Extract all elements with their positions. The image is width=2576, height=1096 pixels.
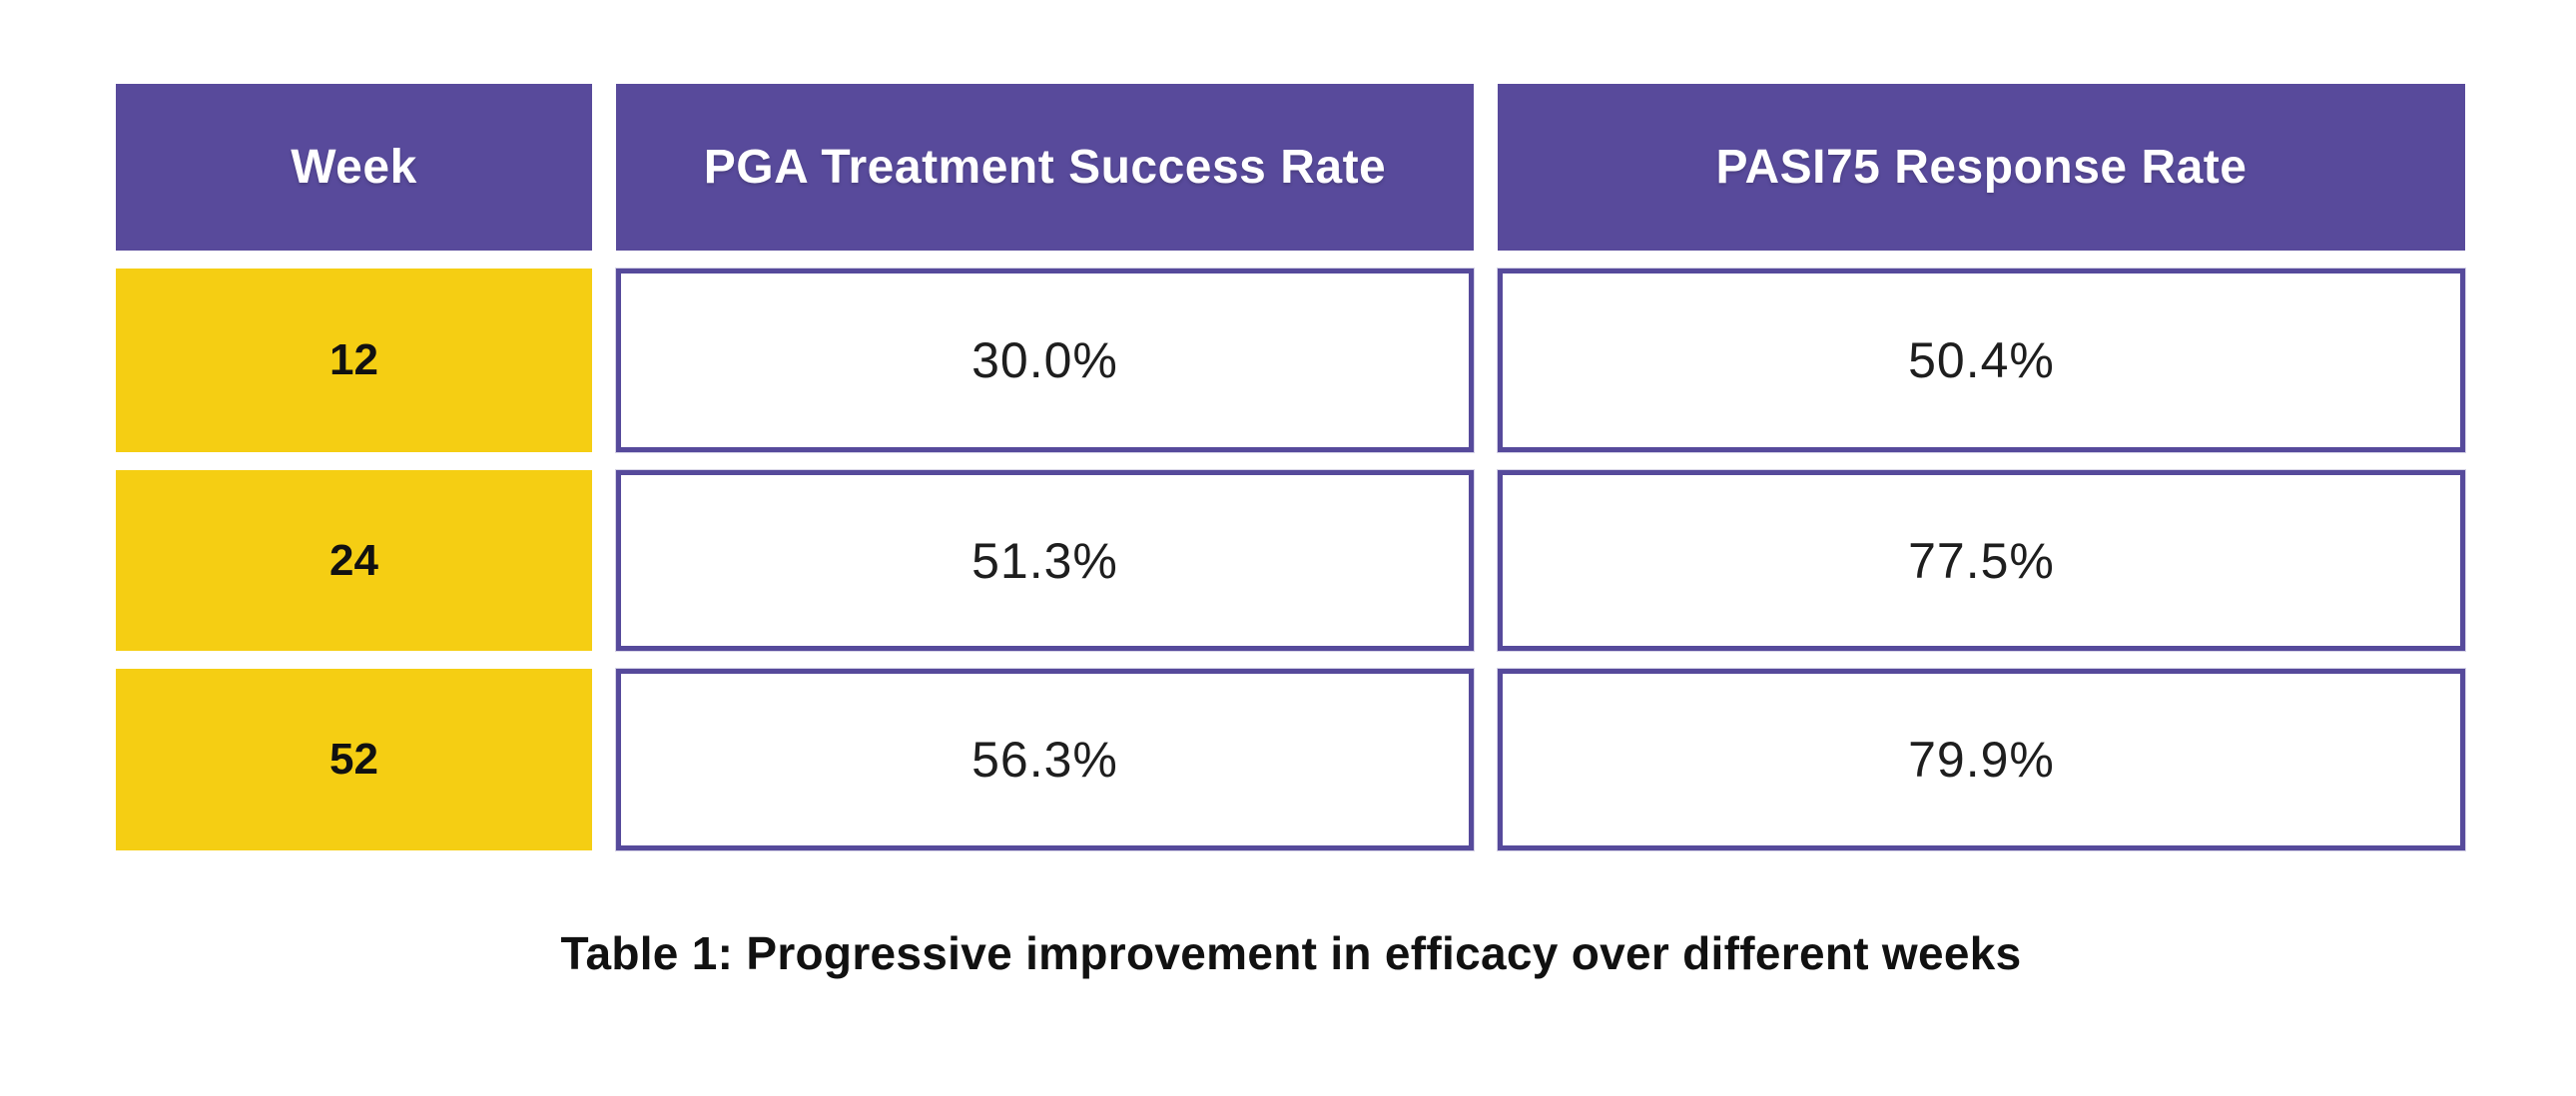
- week-cell: 52: [116, 669, 592, 850]
- week-cell: 12: [116, 269, 592, 452]
- efficacy-table: Week PGA Treatment Success Rate PASI75 R…: [116, 84, 2466, 850]
- header-cell-week: Week: [116, 84, 592, 251]
- pga-value-cell: 51.3%: [616, 470, 1474, 651]
- header-cell-pga-success-rate: PGA Treatment Success Rate: [616, 84, 1474, 251]
- efficacy-table-figure: Week PGA Treatment Success Rate PASI75 R…: [116, 84, 2466, 980]
- header-cell-pasi75-response-rate: PASI75 Response Rate: [1498, 84, 2465, 251]
- pga-value-cell: 56.3%: [616, 669, 1474, 850]
- pasi-value-cell: 77.5%: [1498, 470, 2465, 651]
- pasi-value-cell: 79.9%: [1498, 669, 2465, 850]
- pasi-value-cell: 50.4%: [1498, 269, 2465, 452]
- table-caption: Table 1: Progressive improvement in effi…: [560, 927, 2022, 979]
- pga-value-cell: 30.0%: [616, 269, 1474, 452]
- week-cell: 24: [116, 470, 592, 651]
